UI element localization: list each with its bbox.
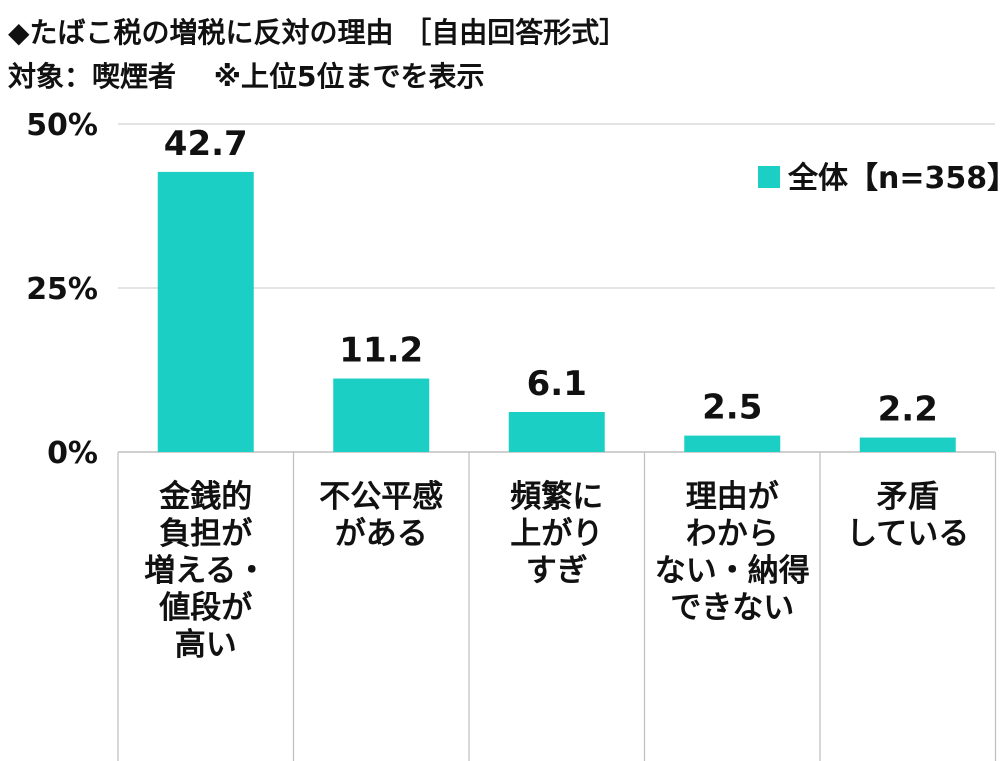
bars	[157, 171, 956, 452]
category-label: 頻繁に上がりすぎ	[510, 479, 603, 589]
legend-label: 全体【n=358】	[787, 161, 1000, 196]
category-label: 理由がわからない・納得できない	[655, 479, 810, 626]
y-axis-ticks: 50% 25% 0%	[26, 108, 98, 471]
data-labels: 42.7 11.2 6.1 2.5 2.2	[164, 124, 938, 430]
category-label: 矛盾している	[846, 479, 969, 552]
legend: 全体【n=358】	[758, 161, 1000, 196]
y-tick-label: 0%	[47, 436, 98, 471]
category-label: 金銭的負担が増える・値段が高い	[144, 479, 267, 663]
data-label: 42.7	[164, 124, 248, 164]
bar	[333, 378, 430, 452]
bar	[684, 435, 781, 452]
chart-title: ◆たばこ税の増税に反対の理由 ［自由回答形式］	[8, 16, 627, 49]
chart-subtitle: 対象：喫煙者 ※上位5位までを表示	[8, 60, 484, 93]
data-label: 2.5	[702, 388, 762, 428]
bar	[859, 437, 956, 452]
data-label: 2.2	[878, 390, 938, 430]
y-tick-label: 25%	[26, 272, 98, 307]
data-label: 6.1	[527, 364, 587, 404]
legend-swatch	[758, 166, 780, 188]
y-tick-label: 50%	[26, 108, 98, 143]
data-label: 11.2	[339, 331, 423, 371]
category-labels: 金銭的負担が増える・値段が高い不公平感がある頻繁に上がりすぎ理由がわからない・納…	[144, 479, 969, 663]
bar	[157, 171, 254, 452]
bar	[508, 411, 605, 452]
category-label: 不公平感がある	[319, 479, 443, 552]
